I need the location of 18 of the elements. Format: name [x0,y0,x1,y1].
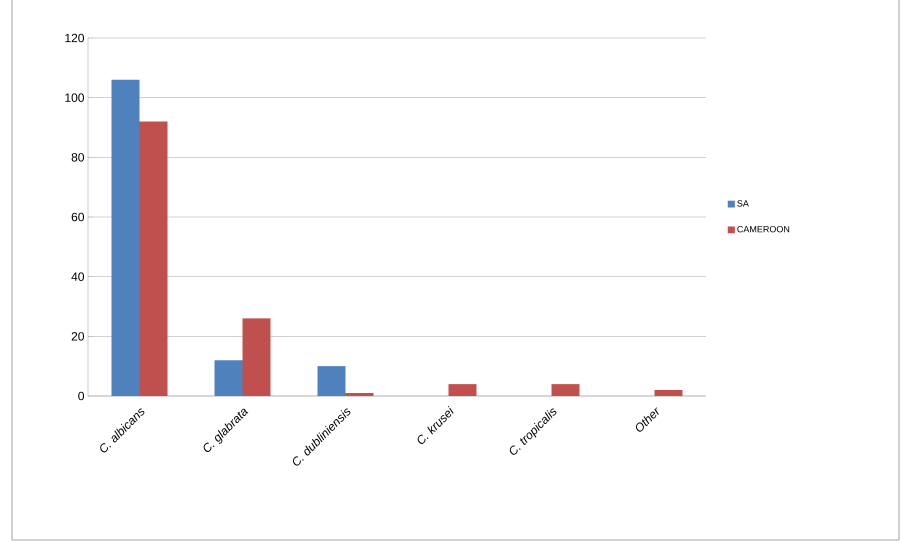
bar [112,80,140,396]
bar [140,122,168,396]
bar [448,384,477,396]
bar [346,393,374,396]
bar [318,366,346,396]
y-tick-label: 100 [65,93,84,102]
y-tick-label: 40 [71,272,84,281]
y-tick-label: 0 [78,392,84,400]
legend-label: SA [737,200,749,207]
legend-label: CAMEROON [737,226,790,232]
bar [242,318,271,396]
bar [552,384,580,396]
y-tick-label: 80 [72,153,84,162]
y-tick-label: 60 [72,212,84,222]
y-tick-label: 120 [65,34,84,42]
bar [654,390,683,396]
bar [214,360,243,396]
y-tick-label: 20 [72,332,84,341]
